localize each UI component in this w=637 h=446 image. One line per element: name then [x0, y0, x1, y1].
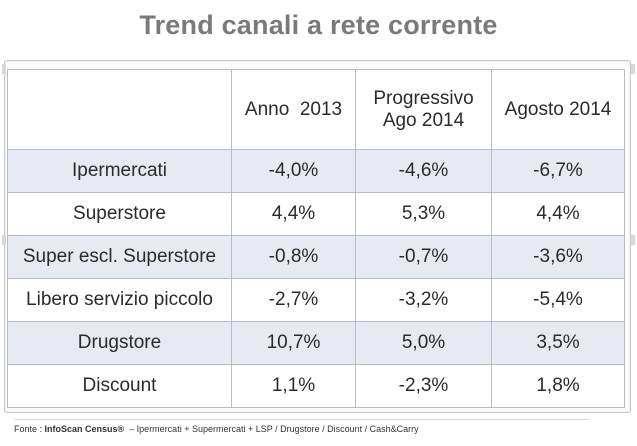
value-cell: 4,4% — [491, 192, 625, 236]
value-cell: -6,7% — [491, 149, 625, 193]
row-label: Discount — [7, 364, 232, 408]
value-cell: 4,4% — [231, 192, 356, 236]
frame-handle-mid-left — [2, 235, 6, 245]
value-cell: 3,5% — [491, 321, 625, 365]
source-note: Fonte : InfoScan Census® – Ipermercati +… — [14, 424, 419, 434]
source-prefix: Fonte : — [14, 424, 45, 434]
table-row: Libero servizio piccolo -2,7% -3,2% -5,4% — [7, 278, 625, 322]
row-label: Superstore — [7, 192, 232, 236]
header-col-progressivo: Progressivo Ago 2014 — [355, 69, 492, 150]
row-label: Libero servizio piccolo — [7, 278, 232, 322]
frame-handle-top-right — [631, 64, 635, 74]
value-cell: 5,0% — [355, 321, 492, 365]
header-line: Ago 2014 — [382, 109, 465, 131]
value-cell: -2,3% — [355, 364, 492, 408]
value-cell: 10,7% — [231, 321, 356, 365]
table-row: Ipermercati -4,0% -4,6% -6,7% — [7, 149, 625, 193]
header-line: Progressivo — [373, 87, 474, 109]
value-cell: -5,4% — [491, 278, 625, 322]
trend-table: Anno 2013 Progressivo Ago 2014 Agosto 20… — [7, 69, 625, 408]
table-row: Superstore 4,4% 5,3% 4,4% — [7, 192, 625, 236]
table-body: Ipermercati -4,0% -4,6% -6,7% Superstore 4,4%… — [7, 149, 625, 408]
value-cell: 1,1% — [231, 364, 356, 408]
value-cell: -3,6% — [491, 235, 625, 279]
header-row: Anno 2013 Progressivo Ago 2014 Agosto 20… — [7, 69, 625, 150]
value-cell: 5,3% — [355, 192, 492, 236]
header-col-agosto-2014: Agosto 2014 — [491, 69, 625, 150]
header-empty-cell — [7, 69, 232, 150]
table-row: Super escl. Superstore -0,8% -0,7% -3,6% — [7, 235, 625, 279]
frame-handle-top-left — [2, 64, 6, 74]
source-rule — [14, 419, 589, 420]
value-cell: -4,6% — [355, 149, 492, 193]
value-cell: -4,0% — [231, 149, 356, 193]
source-name: InfoScan Census® — [44, 424, 125, 434]
value-cell: -2,7% — [231, 278, 356, 322]
value-cell: -0,7% — [355, 235, 492, 279]
frame-handle-mid-right — [631, 235, 635, 245]
header-line: Anno 2013 — [244, 98, 343, 120]
value-cell: -0,8% — [231, 235, 356, 279]
source-detail: – Ipermercati + Supermercati + LSP / Dru… — [124, 424, 419, 434]
table-row: Discount 1,1% -2,3% 1,8% — [7, 364, 625, 408]
chart-title: Trend canali a rete corrente — [139, 10, 498, 40]
table-row: Drugstore 10,7% 5,0% 3,5% — [7, 321, 625, 365]
row-label: Drugstore — [7, 321, 232, 365]
row-label: Super escl. Superstore — [7, 235, 232, 279]
header-col-anno-2013: Anno 2013 — [231, 69, 356, 150]
value-cell: 1,8% — [491, 364, 625, 408]
row-label: Ipermercati — [7, 149, 232, 193]
header-line: Agosto 2014 — [504, 98, 612, 120]
value-cell: -3,2% — [355, 278, 492, 322]
